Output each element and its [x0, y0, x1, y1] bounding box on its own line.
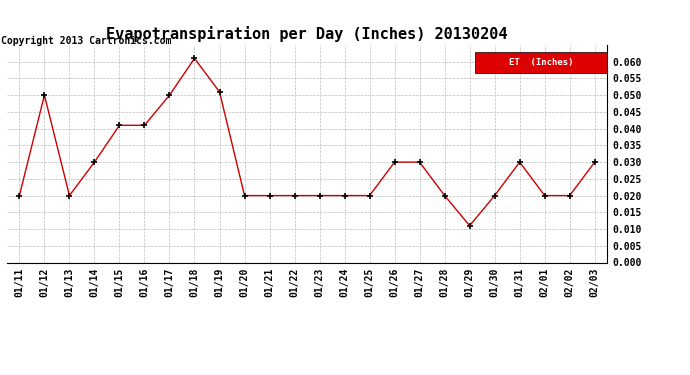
FancyBboxPatch shape	[475, 51, 607, 73]
Text: Copyright 2013 Cartronics.com: Copyright 2013 Cartronics.com	[1, 36, 171, 46]
Title: Evapotranspiration per Day (Inches) 20130204: Evapotranspiration per Day (Inches) 2013…	[106, 27, 508, 42]
Text: ET  (Inches): ET (Inches)	[509, 58, 573, 67]
